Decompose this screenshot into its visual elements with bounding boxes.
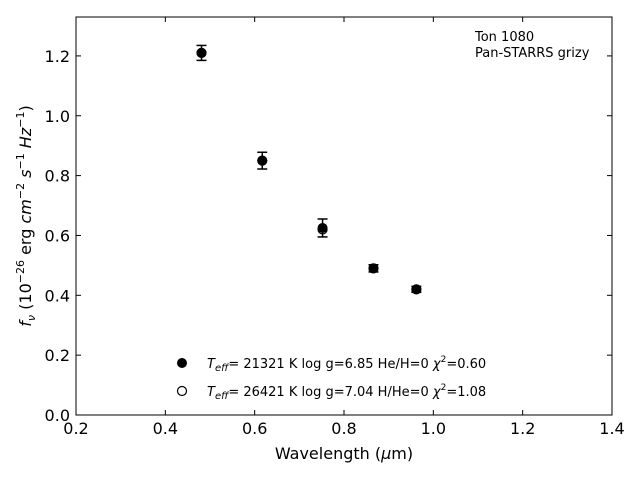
observed-point [411, 284, 422, 295]
observed-series-filled [196, 44, 422, 295]
y-tick-label: 0.2 [45, 346, 70, 365]
observed-point [317, 222, 328, 233]
y-tick-label: 0.4 [45, 286, 70, 305]
y-tick-label: 1.0 [45, 107, 70, 126]
annotation-line-1: Ton 1080 [474, 30, 534, 45]
x-axis-ticks: 0.2 0.4 0.6 0.8 1.0 1.2 1.4 [63, 17, 625, 438]
x-axis-label: Wavelength (μm) [275, 444, 413, 463]
y-axis-label: fν (10−26 erg cm−2 s−1 Hz−1) [14, 105, 38, 326]
legend-marker-open [176, 385, 188, 397]
legend-marker-filled [177, 358, 187, 368]
legend: Teff= 21321 K log g=6.85 He/H=0 χ2=0.60 … [176, 355, 486, 402]
observed-point [368, 263, 379, 274]
y-tick-label: 0.0 [45, 406, 70, 425]
observed-point [196, 47, 207, 58]
annotation-line-2: Pan-STARRS grizy [475, 46, 590, 61]
x-tick-label: 1.2 [510, 419, 535, 438]
y-tick-label: 0.6 [45, 226, 70, 245]
plot-area [75, 16, 613, 416]
x-tick-label: 0.4 [153, 419, 178, 438]
y-axis-ticks: 0.0 0.2 0.4 0.6 0.8 1.0 1.2 [45, 47, 612, 425]
x-tick-label: 0.8 [331, 419, 356, 438]
legend-entry-open: Teff= 26421 K log g=7.04 H/He=0 χ2=1.08 [207, 383, 486, 402]
x-tick-label: 1.4 [599, 419, 624, 438]
x-tick-label: 1.0 [421, 419, 446, 438]
x-tick-label: 0.2 [63, 419, 88, 438]
legend-entry-filled: Teff= 21321 K log g=6.85 He/H=0 χ2=0.60 [207, 355, 486, 374]
x-tick-label: 0.6 [242, 419, 267, 438]
y-tick-label: 1.2 [45, 47, 70, 66]
y-tick-label: 0.8 [45, 167, 70, 186]
observed-point [257, 155, 268, 166]
